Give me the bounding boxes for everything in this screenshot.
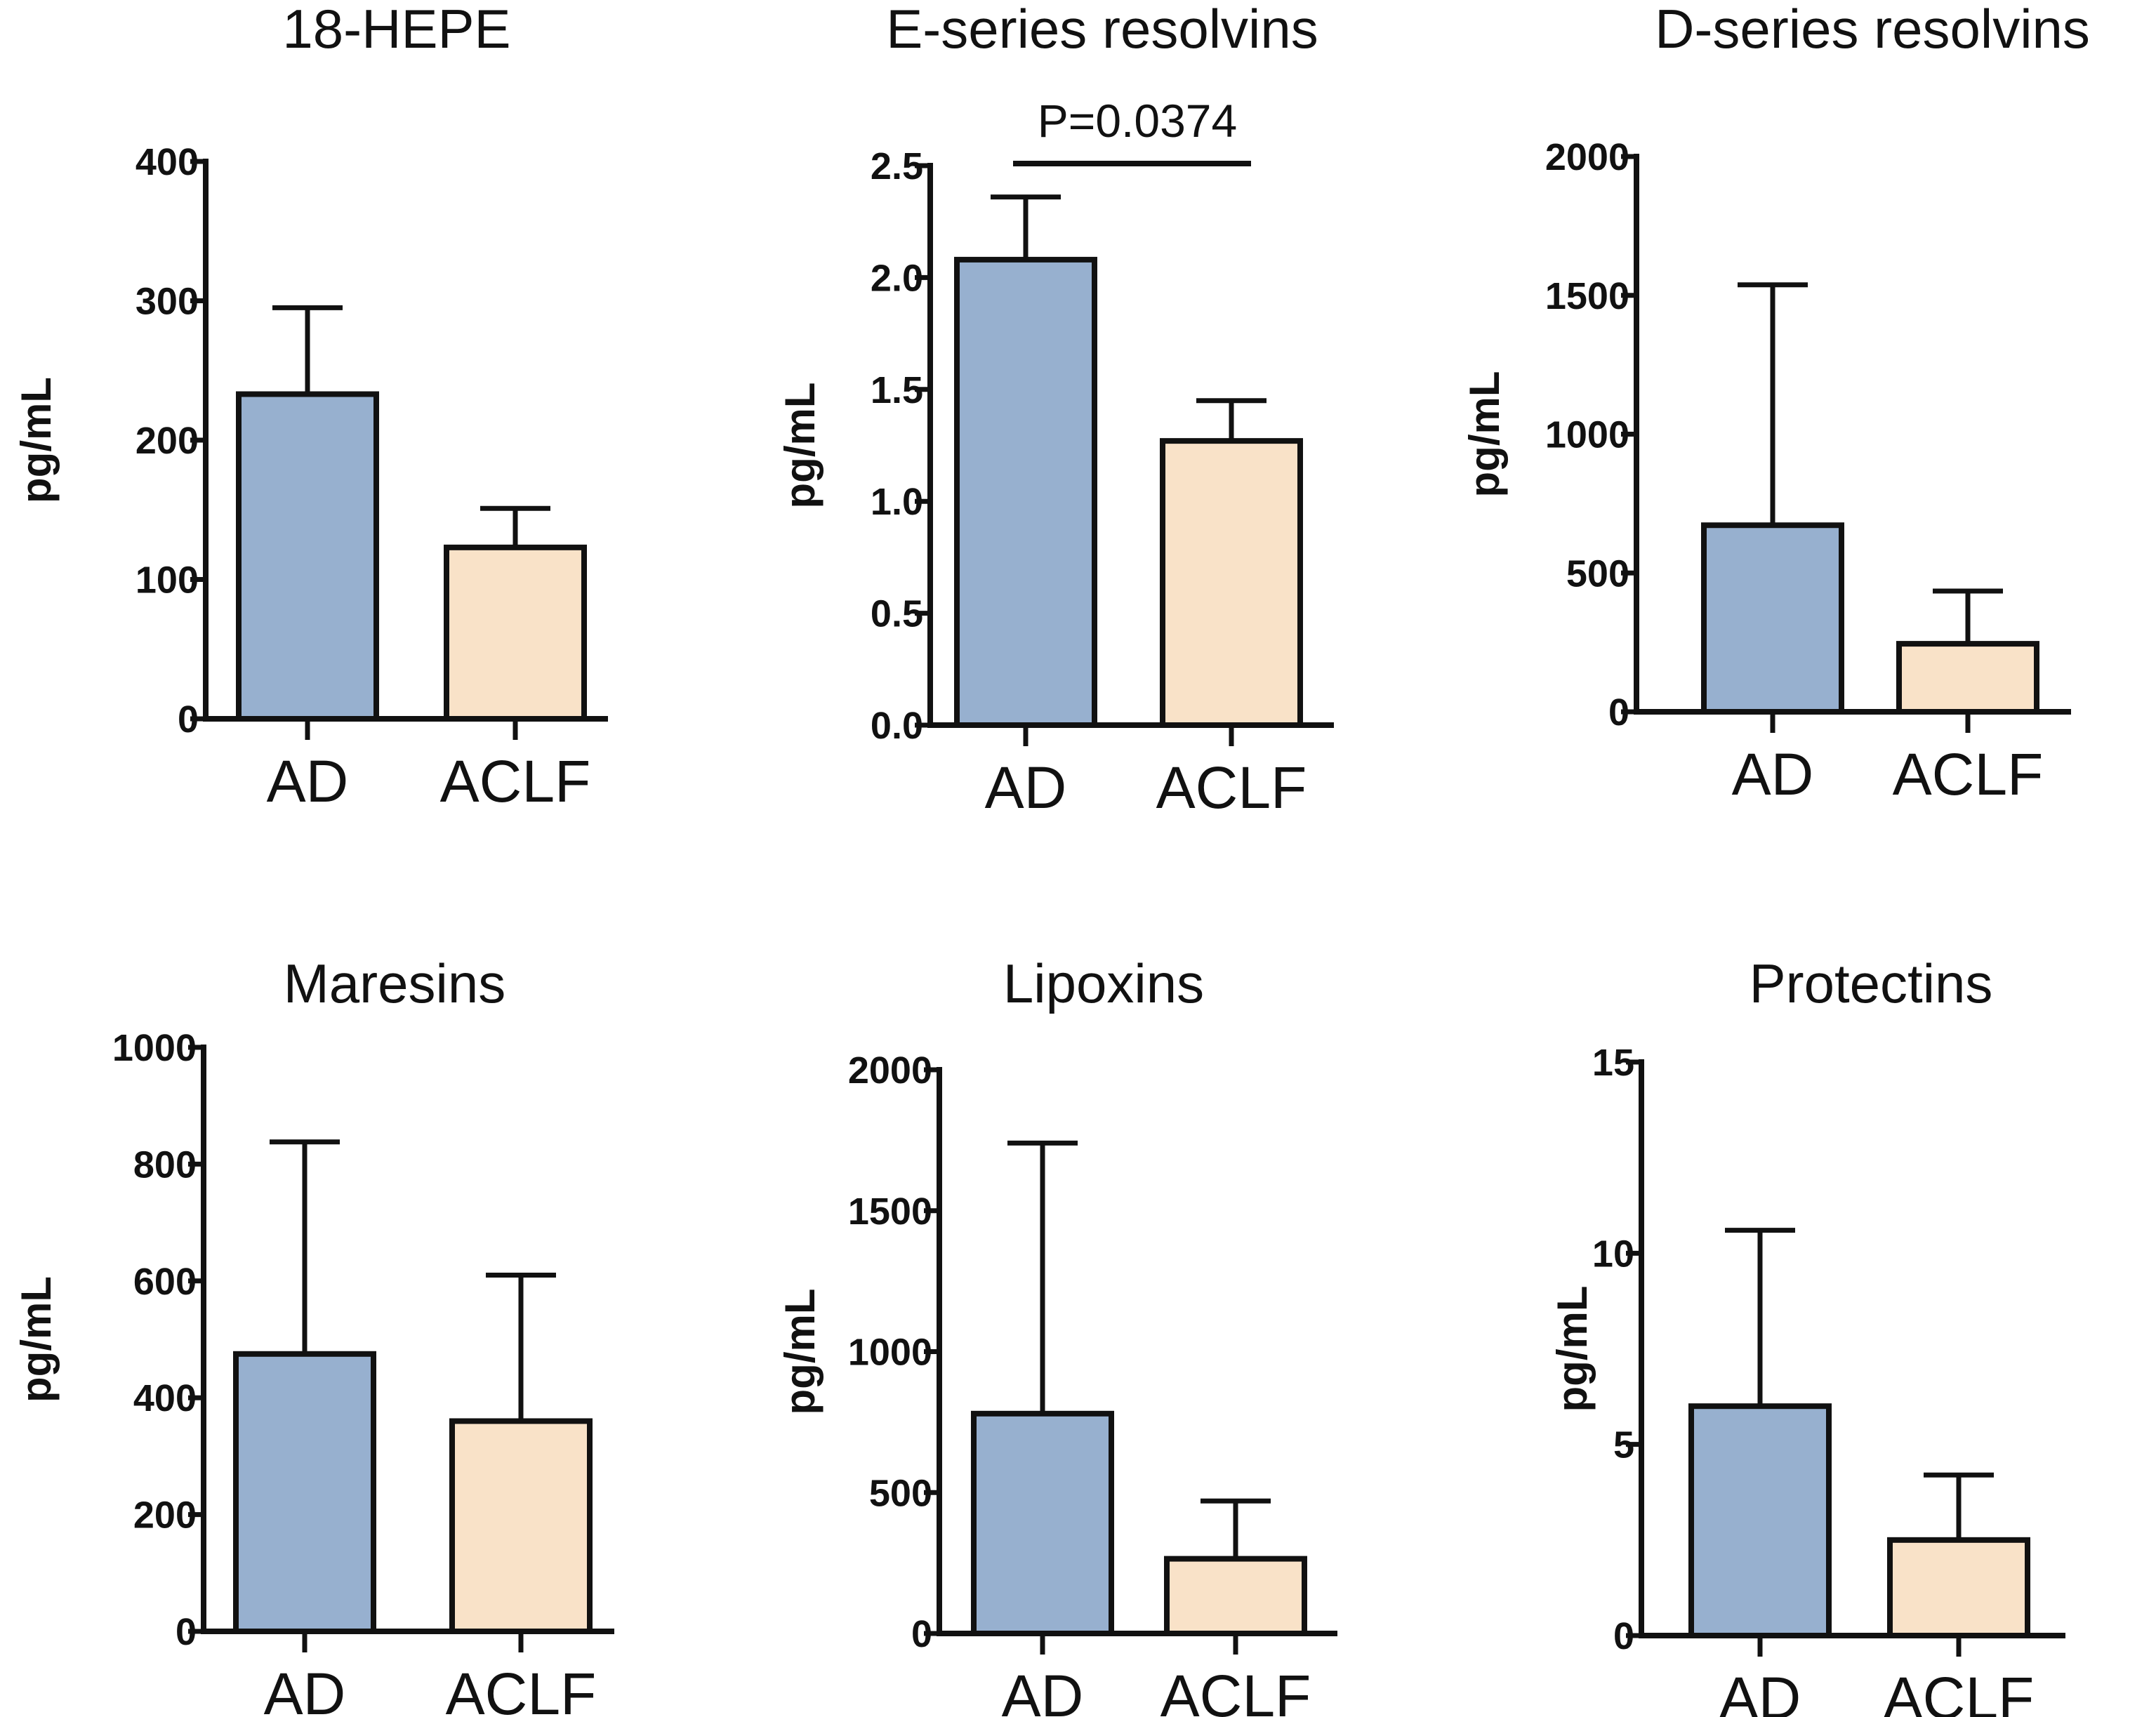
x-tick-label: ACLF	[1893, 741, 2044, 807]
y-tick-label: 500	[1566, 552, 1629, 595]
chart-panel: 18-HEPE pg/mL 0 100 200 300 400 AD ACLF	[13, 0, 608, 814]
y-tick-label: 1.0	[871, 481, 923, 523]
y-tick-label: 1500	[1545, 275, 1629, 317]
y-tick-label: 0	[176, 1611, 197, 1653]
x-tick-label: AD	[985, 755, 1067, 821]
chart-title: Lipoxins	[1003, 953, 1204, 1014]
y-tick-label: 0	[911, 1613, 932, 1655]
y-axis-label: pg/mL	[1549, 1286, 1596, 1412]
y-tick-label: 2.0	[871, 257, 923, 299]
bar-aclf	[1160, 438, 1303, 729]
x-tick-label: AD	[1719, 1665, 1801, 1717]
x-tick-label: AD	[1732, 741, 1814, 807]
p-value-label: P=0.0374	[1038, 95, 1237, 147]
x-tick-label: AD	[1002, 1663, 1084, 1717]
y-tick-label: 10	[1592, 1233, 1634, 1275]
y-tick-label: 100	[135, 559, 199, 602]
y-tick-label: 500	[869, 1472, 932, 1514]
y-tick-label: 0	[1608, 691, 1629, 734]
y-tick-label: 0	[1613, 1615, 1634, 1657]
y-tick-label: 2000	[848, 1049, 932, 1092]
y-axis-label: pg/mL	[13, 377, 60, 503]
bar-aclf	[444, 544, 587, 722]
y-tick-label: 2000	[1545, 136, 1629, 178]
y-axis-label: pg/mL	[776, 383, 824, 509]
y-axis-label: pg/mL	[776, 1289, 824, 1415]
chart-panel: Protectins pg/mL 0 5 10 15 AD ACLF	[1549, 953, 2065, 1717]
chart-panel: Maresins pg/mL 0 200 400 600 800 1000 AD ACLF	[13, 953, 614, 1717]
bar-aclf	[449, 1418, 593, 1634]
y-tick-label: 1000	[112, 1027, 197, 1069]
y-tick-label: 200	[133, 1494, 197, 1537]
x-tick-label: ACLF	[446, 1661, 597, 1717]
chart-title: Maresins	[284, 953, 505, 1014]
bar-ad	[954, 256, 1097, 728]
chart-title: E-series resolvins	[886, 0, 1318, 60]
bar-ad	[236, 391, 379, 722]
y-tick-label: 1.5	[871, 369, 923, 411]
y-tick-label: 400	[133, 1377, 197, 1419]
y-tick-label: 400	[135, 141, 199, 183]
x-tick-label: AD	[264, 1661, 346, 1717]
y-tick-label: 600	[133, 1261, 197, 1303]
y-tick-label: 5	[1613, 1424, 1634, 1466]
x-tick-label: AD	[267, 748, 349, 814]
chart-title: D-series resolvins	[1655, 0, 2090, 60]
y-tick-label: 800	[133, 1143, 197, 1186]
x-tick-label: ACLF	[1160, 1663, 1311, 1717]
chart-panel: E-series resolvins pg/mL 0.0 0.5 1.0 1.5 2.0 2.…	[776, 0, 1334, 821]
x-tick-label: ACLF	[1156, 755, 1307, 821]
bar-ad	[1701, 522, 1844, 715]
y-tick-label: 2.5	[871, 145, 923, 187]
y-tick-label: 0	[178, 698, 199, 741]
chart-panel: Lipoxins pg/mL 0 500 1000 1500 2000 AD ACLF	[776, 953, 1337, 1717]
y-axis-label: pg/mL	[1461, 371, 1508, 498]
y-tick-label: 1500	[848, 1191, 932, 1233]
y-axis-label: pg/mL	[13, 1276, 60, 1403]
bar-aclf	[1896, 641, 2039, 715]
y-tick-label: 1000	[1545, 414, 1629, 456]
y-tick-label: 300	[135, 281, 199, 323]
bar-aclf	[1164, 1556, 1307, 1637]
chart-title: 18-HEPE	[282, 0, 510, 60]
bar-ad	[971, 1410, 1114, 1636]
x-tick-label: ACLF	[1884, 1665, 2035, 1717]
y-tick-label: 15	[1592, 1042, 1634, 1084]
bar-ad	[1688, 1403, 1832, 1638]
chart-title: Protectins	[1750, 953, 1993, 1014]
y-tick-label: 200	[135, 420, 199, 462]
y-tick-label: 0.5	[871, 593, 923, 635]
bar-ad	[233, 1351, 376, 1635]
chart-panel: D-series resolvins pg/mL 0 500 1000 1500 2000 A…	[1461, 0, 2090, 807]
bar-aclf	[1887, 1537, 2030, 1638]
x-tick-label: ACLF	[440, 748, 591, 814]
y-tick-label: 0.0	[871, 705, 923, 747]
y-tick-label: 1000	[848, 1332, 932, 1374]
